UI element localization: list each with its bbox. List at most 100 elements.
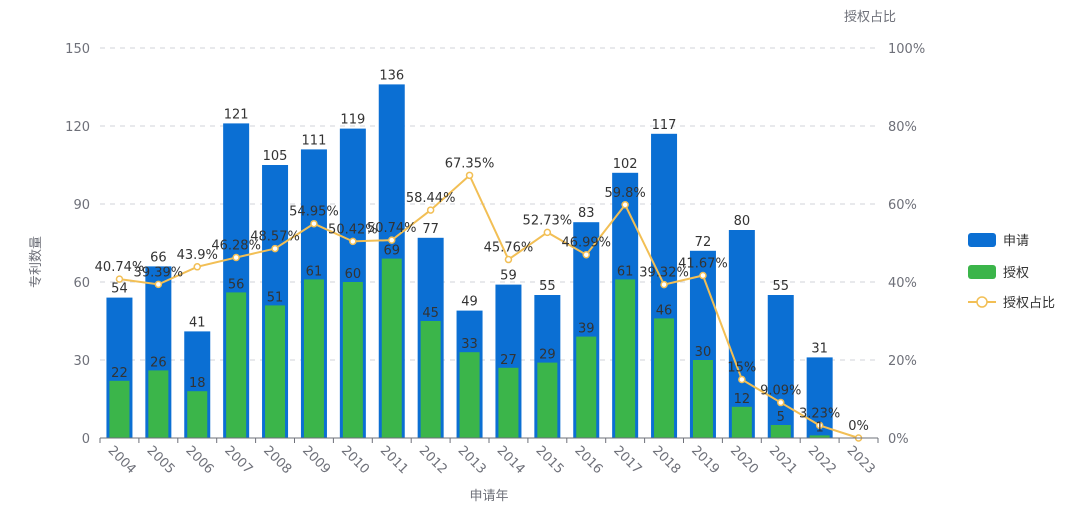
bar-applied-label: 66 bbox=[150, 250, 167, 265]
x-tick-label: 2006 bbox=[182, 443, 216, 477]
bar-applied[interactable] bbox=[767, 295, 794, 438]
y-tick-label: 90 bbox=[73, 198, 90, 213]
bar-applied-label: 55 bbox=[539, 279, 556, 294]
x-tick-label: 2007 bbox=[221, 443, 255, 477]
bar-granted[interactable] bbox=[187, 391, 208, 438]
ratio-point[interactable] bbox=[310, 219, 318, 228]
bar-granted[interactable] bbox=[109, 380, 130, 438]
bar-granted[interactable] bbox=[692, 360, 713, 438]
ratio-point[interactable] bbox=[193, 263, 201, 271]
bar-applied-label: 83 bbox=[578, 206, 595, 221]
ratio-label: 45.76% bbox=[484, 241, 534, 256]
ratio-point[interactable] bbox=[271, 244, 279, 253]
x-tick-label: 2019 bbox=[688, 443, 722, 477]
bar-applied-label: 77 bbox=[422, 222, 439, 237]
bar-granted[interactable] bbox=[576, 336, 597, 438]
y2-tick-label: 60% bbox=[888, 198, 917, 213]
bar-applied-label: 111 bbox=[302, 133, 327, 148]
ratio-point[interactable] bbox=[388, 236, 396, 244]
bar-applied-label: 117 bbox=[652, 118, 677, 133]
bar-granted-label: 30 bbox=[695, 345, 712, 360]
bar-granted-label: 61 bbox=[617, 264, 634, 279]
legend-label[interactable]: 授权 bbox=[1003, 265, 1029, 281]
bar-granted-label: 26 bbox=[150, 355, 167, 370]
bar-granted-label: 22 bbox=[111, 366, 128, 381]
bar-granted-label: 5 bbox=[777, 410, 785, 425]
ratio-point[interactable] bbox=[738, 375, 746, 384]
ratio-point[interactable] bbox=[582, 250, 590, 259]
bar-granted[interactable] bbox=[265, 305, 286, 438]
bar-granted[interactable] bbox=[731, 406, 752, 438]
legend-swatch[interactable] bbox=[968, 233, 996, 247]
ratio-line bbox=[119, 173, 859, 439]
legend-swatch[interactable] bbox=[968, 265, 996, 279]
bar-granted-label: 39 bbox=[578, 322, 595, 337]
y2-tick-label: 0% bbox=[888, 432, 909, 447]
y-tick-label: 0 bbox=[82, 432, 90, 447]
bar-applied-label: 31 bbox=[811, 341, 828, 356]
ratio-point[interactable] bbox=[815, 421, 824, 430]
ratio-label: 40.74% bbox=[95, 260, 145, 275]
x-tick-label: 2005 bbox=[144, 443, 178, 477]
ratio-point[interactable] bbox=[426, 206, 435, 214]
bar-granted[interactable] bbox=[537, 362, 558, 438]
ratio-point[interactable] bbox=[465, 171, 474, 180]
ratio-point[interactable] bbox=[154, 280, 163, 289]
bar-granted-label: 46 bbox=[656, 303, 673, 318]
bar-granted-label: 29 bbox=[539, 348, 556, 363]
bar-applied-label: 105 bbox=[263, 149, 288, 164]
ratio-label: 39.32% bbox=[639, 266, 689, 281]
bar-applied-label: 55 bbox=[772, 279, 789, 294]
y-tick-label: 60 bbox=[73, 276, 90, 291]
x-tick-label: 2014 bbox=[494, 443, 528, 477]
bar-granted[interactable] bbox=[148, 370, 169, 438]
ratio-point[interactable] bbox=[699, 271, 707, 280]
x-tick-label: 2022 bbox=[805, 443, 839, 477]
x-tick-label: 2009 bbox=[299, 443, 333, 477]
bar-granted[interactable] bbox=[420, 321, 441, 438]
bar-granted[interactable] bbox=[381, 258, 402, 438]
x-tick-label: 2017 bbox=[610, 443, 644, 477]
bar-applied-label: 80 bbox=[734, 214, 751, 229]
ratio-label: 48.57% bbox=[250, 230, 300, 245]
bar-granted[interactable] bbox=[226, 292, 247, 438]
ratio-point[interactable] bbox=[349, 237, 357, 246]
bar-granted[interactable] bbox=[498, 367, 519, 438]
bar-granted-label: 61 bbox=[306, 264, 323, 279]
ratio-point[interactable] bbox=[232, 253, 240, 262]
bar-granted[interactable] bbox=[342, 282, 363, 438]
ratio-point[interactable] bbox=[660, 280, 668, 289]
ratio-point[interactable] bbox=[777, 398, 785, 407]
bar-granted-label: 60 bbox=[345, 267, 362, 282]
x-axis-title: 申请年 bbox=[469, 489, 508, 504]
x-tick-label: 2021 bbox=[766, 443, 800, 477]
bar-granted[interactable] bbox=[459, 352, 480, 438]
y2-axis-title: 授权占比 bbox=[844, 9, 896, 25]
ratio-point[interactable] bbox=[543, 228, 552, 237]
ratio-label: 58.44% bbox=[406, 191, 456, 206]
bar-granted-label: 1 bbox=[816, 420, 824, 435]
bar-applied-label: 54 bbox=[111, 282, 128, 297]
ratio-label: 0% bbox=[848, 419, 869, 434]
bar-applied-label: 102 bbox=[613, 157, 638, 172]
y2-tick-label: 40% bbox=[888, 276, 917, 291]
ratio-point[interactable] bbox=[621, 201, 629, 209]
bar-granted[interactable] bbox=[770, 425, 791, 438]
bar-applied[interactable] bbox=[728, 230, 755, 438]
ratio-point[interactable] bbox=[504, 255, 513, 264]
ratio-label: 54.95% bbox=[289, 205, 339, 220]
bar-granted[interactable] bbox=[809, 435, 830, 438]
x-tick-label: 2016 bbox=[571, 443, 605, 477]
legend-label[interactable]: 授权占比 bbox=[1003, 295, 1055, 311]
x-tick-label: 2010 bbox=[338, 443, 372, 477]
bar-granted[interactable] bbox=[654, 318, 675, 438]
bar-applied-label: 41 bbox=[189, 315, 206, 330]
bar-applied-label: 72 bbox=[695, 235, 712, 250]
y-axis-title: 专利数量 bbox=[29, 236, 44, 288]
bar-granted[interactable] bbox=[615, 279, 636, 438]
bar-granted[interactable] bbox=[303, 279, 324, 438]
x-tick-label: 2008 bbox=[260, 443, 294, 477]
ratio-point[interactable] bbox=[115, 275, 124, 283]
legend-label[interactable]: 申请 bbox=[1003, 234, 1029, 249]
ratio-label: 50.42% bbox=[328, 222, 378, 237]
